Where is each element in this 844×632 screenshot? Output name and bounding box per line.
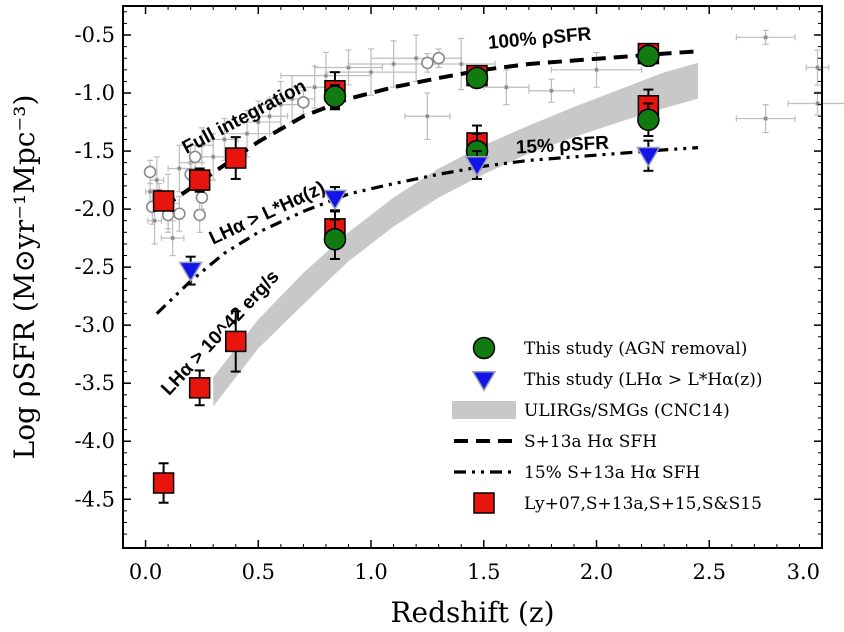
literature-point xyxy=(391,62,395,66)
triangle-marker xyxy=(473,372,495,391)
y-tick-label: -3.0 xyxy=(75,313,116,337)
literature-point xyxy=(815,65,819,69)
circle-marker xyxy=(324,86,345,107)
y-tick-label: -1.0 xyxy=(75,81,116,105)
y-tick-label: -1.5 xyxy=(75,139,116,163)
literature-point xyxy=(211,155,215,159)
literature-point xyxy=(504,85,508,89)
y-axis-label: Log ρSFR (M⊙yr⁻¹Mpc⁻³) xyxy=(8,95,41,460)
literature-point xyxy=(763,35,767,39)
literature-point xyxy=(425,114,429,118)
literature-point xyxy=(549,89,553,93)
legend-label: Ly+07,S+13a,S+15,S&S15 xyxy=(524,494,762,514)
legend-label: S+13a Hα SFH xyxy=(524,432,657,452)
square-marker xyxy=(190,378,210,398)
x-tick-label: 0.0 xyxy=(129,560,162,584)
x-tick-label: 2.5 xyxy=(693,560,726,584)
literature-open-circle xyxy=(422,57,433,68)
literature-open-circle xyxy=(194,209,205,220)
y-tick-label: -4.5 xyxy=(75,487,116,511)
x-tick-label: 3.0 xyxy=(787,560,820,584)
literature-point xyxy=(459,62,463,66)
literature-point xyxy=(245,131,249,135)
y-tick-label: -2.5 xyxy=(75,255,116,279)
square-marker xyxy=(226,148,246,168)
literature-point xyxy=(763,116,767,120)
legend: This study (AGN removal) This study (LHα … xyxy=(452,338,762,515)
legend-band-swatch xyxy=(452,401,516,419)
axes: 0.0 0.5 1.0 1.5 2.0 2.5 3.0 -0.5 -1.0 -1.5 -2.0 -2.… xyxy=(8,6,822,629)
circle-marker xyxy=(467,67,488,88)
literature-open-circle xyxy=(196,192,207,203)
annotation-label: Full integration xyxy=(179,76,310,159)
triangle-marker xyxy=(324,190,346,209)
literature-point xyxy=(414,56,418,60)
circle-marker xyxy=(638,109,659,130)
literature-point xyxy=(594,68,598,72)
square-marker xyxy=(154,473,174,493)
literature-open-circle xyxy=(174,208,185,219)
x-tick-label: 1.5 xyxy=(467,560,500,584)
literature-point xyxy=(369,70,373,74)
literature-open-circle xyxy=(433,53,444,64)
y-tick-label: -4.0 xyxy=(75,429,116,453)
y-tick-label: -2.0 xyxy=(75,197,116,221)
triangle-marker xyxy=(637,147,659,166)
triangle-marker xyxy=(180,262,202,281)
square-marker xyxy=(190,170,210,190)
literature-open-circle xyxy=(145,166,156,177)
square-marker xyxy=(474,493,494,513)
y-tick-label: -3.5 xyxy=(75,371,116,395)
annotation-label: 100% ρSFR xyxy=(487,24,592,54)
x-tick-label: 1.0 xyxy=(354,560,387,584)
annotation-label: LHα > L*Hα(z) xyxy=(206,177,328,249)
literature-point xyxy=(152,219,156,223)
literature-point xyxy=(170,236,174,240)
legend-label: This study (LHα > L*Hα(z)) xyxy=(524,370,762,390)
circle-marker xyxy=(638,45,659,66)
square-marker xyxy=(154,191,174,211)
circle-marker xyxy=(324,229,345,250)
circle-marker xyxy=(474,338,495,359)
x-tick-label: 2.0 xyxy=(580,560,613,584)
y-tick-label: -0.5 xyxy=(75,23,116,47)
legend-label: This study (AGN removal) xyxy=(524,339,747,359)
literature-point xyxy=(155,178,159,182)
sfr-density-chart: 0.0 0.5 1.0 1.5 2.0 2.5 3.0 -0.5 -1.0 -1.5 -2.0 -2.… xyxy=(0,0,844,632)
literature-point xyxy=(312,85,316,89)
legend-label: 15% S+13a Hα SFH xyxy=(524,463,700,483)
literature-point xyxy=(148,189,152,193)
x-axis-label: Redshift (z) xyxy=(390,596,554,629)
x-tick-label: 0.5 xyxy=(242,560,275,584)
literature-point xyxy=(177,166,181,170)
legend-label: ULIRGs/SMGs (CNC14) xyxy=(524,401,730,421)
